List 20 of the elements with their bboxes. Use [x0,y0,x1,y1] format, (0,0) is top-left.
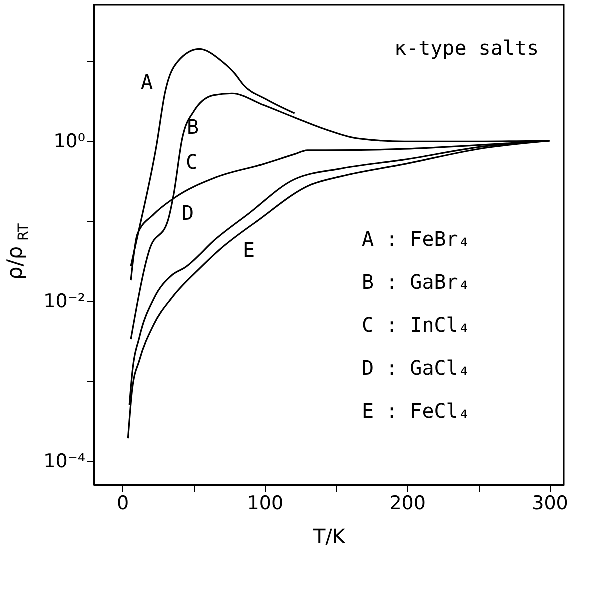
x-tick-label: 100 [247,492,284,514]
annotation: A : FeBr₄ [362,227,470,251]
y-tick-label: 10⁰ [54,130,86,152]
x-tick-label: 0 [116,492,130,514]
annotation: κ-type salts [394,36,539,60]
x-tick-label: 300 [532,492,568,514]
y-axis-title: ρ/ρRT [3,223,32,280]
annotation: D : GaCl₄ [362,356,470,380]
annotation: C [186,150,198,174]
annotation: A [140,70,154,94]
y-tick-label: 10⁻⁴ [44,450,86,472]
x-tick-label: 200 [390,492,426,514]
annotation: E [242,238,256,262]
annotation: B [186,115,200,139]
annotation: E : FeCl₄ [362,399,470,423]
x-axis-title: T/K [312,524,346,548]
annotation: D [182,201,194,225]
y-tick-label: 10⁻² [44,290,86,312]
annotation: B : GaBr₄ [362,270,470,294]
annotation: C : InCl₄ [362,313,470,337]
